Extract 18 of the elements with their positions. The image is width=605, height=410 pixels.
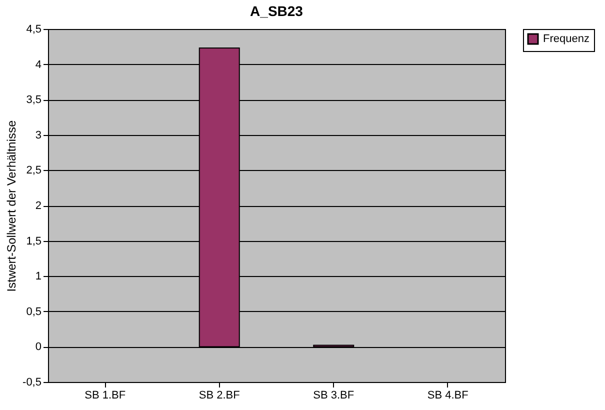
y-tick-label: 3,5 bbox=[26, 94, 42, 106]
y-tick-label: 0 bbox=[35, 341, 42, 354]
y-tick-label: 0,5 bbox=[26, 306, 42, 318]
x-tick-label: SB 2.BF bbox=[198, 390, 240, 402]
y-tick-label: 3 bbox=[35, 129, 42, 142]
x-tick-label: SB 4.BF bbox=[427, 390, 469, 402]
legend-label: Frequenz bbox=[543, 33, 590, 45]
y-tick-label: 2 bbox=[35, 200, 42, 212]
y-tick-label: 2,5 bbox=[26, 164, 42, 177]
x-tick-label: SB 3.BF bbox=[313, 390, 354, 402]
x-tick-label: SB 1.BF bbox=[84, 390, 126, 402]
y-tick-label: 4,5 bbox=[26, 24, 42, 36]
chart-title: A_SB23 bbox=[250, 3, 304, 19]
y-tick-label: 4 bbox=[35, 58, 42, 71]
y-tick-label: -0,5 bbox=[22, 376, 42, 388]
y-tick-label: 1 bbox=[35, 270, 42, 283]
y-axis-title: Istwert-Sollwert der Verhältnisse bbox=[4, 120, 19, 292]
y-tick-label: 1,5 bbox=[26, 235, 42, 248]
